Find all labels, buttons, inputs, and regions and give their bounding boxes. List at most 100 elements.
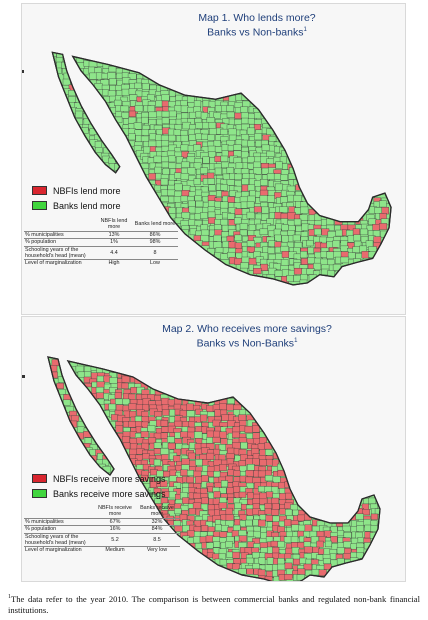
municipality-banks (220, 201, 229, 209)
municipality-banks (143, 146, 151, 154)
table-cell: Low (150, 260, 160, 267)
municipality-nbfi (232, 551, 240, 559)
municipality-banks (200, 167, 208, 174)
municipality-banks (290, 536, 299, 543)
municipality-nbfi (180, 469, 189, 476)
municipality-banks (258, 557, 266, 565)
municipality-banks (285, 509, 293, 516)
municipality-banks (233, 497, 241, 504)
municipality-banks (214, 146, 223, 153)
municipality-banks (296, 574, 305, 581)
municipality-banks (313, 262, 322, 271)
municipality-nbfi (193, 470, 202, 478)
municipality-banks (221, 224, 229, 232)
municipality-banks (281, 224, 289, 231)
municipality-nbfi (142, 453, 150, 460)
municipality-banks (226, 105, 234, 112)
municipality-nbfi (238, 491, 247, 498)
municipality-nbfi (142, 404, 150, 412)
municipality-banks (239, 223, 248, 230)
municipality-nbfi (218, 502, 228, 509)
country-outline (66, 360, 381, 581)
municipality-nbfi (121, 382, 129, 389)
municipality-banks (202, 122, 210, 129)
municipality-banks (314, 213, 322, 221)
municipality-banks (153, 442, 162, 449)
municipality-banks (277, 563, 286, 571)
municipality-nbfi (284, 562, 293, 570)
table-cell: 1% (96, 238, 132, 247)
municipality-banks (246, 211, 255, 219)
map1-title-line2: Banks vs Non-banks (207, 26, 304, 39)
municipality-banks (129, 94, 138, 101)
municipality-nbfi (219, 464, 227, 471)
municipality-banks (194, 543, 203, 549)
map1-title-line1: Map 1. Who lends more? (198, 12, 316, 24)
municipality-banks (379, 200, 387, 208)
municipality-nbfi (259, 498, 268, 505)
municipality-nbfi (301, 258, 309, 265)
municipality-banks (233, 144, 242, 151)
municipality-banks (247, 118, 255, 125)
municipality-banks (279, 206, 288, 213)
municipality-nbfi (361, 508, 370, 516)
municipality-nbfi (259, 492, 268, 500)
municipality-banks (363, 519, 372, 526)
municipality-banks (221, 144, 229, 152)
table-cell: 16% (96, 525, 134, 534)
table-row-label: Level of marginalization (25, 260, 82, 267)
map2-legend-nbfi-label: NBFIs receive more savings (53, 473, 166, 484)
municipality-banks (226, 551, 234, 558)
municipality-banks (355, 513, 364, 520)
map2-title-line1: Map 2. Who receives more savings? (162, 323, 332, 335)
municipality-nbfi (272, 503, 280, 510)
municipality-banks (173, 129, 181, 136)
table-header-cell: Banks lend more (132, 218, 178, 232)
municipality-nbfi (253, 124, 261, 131)
footnote: 1The data refer to the year 2010. The co… (8, 592, 420, 616)
municipality-nbfi (225, 507, 233, 515)
municipality-nbfi (318, 569, 327, 576)
municipality-banks (245, 519, 253, 527)
municipality-banks (188, 134, 197, 141)
municipality-banks (161, 161, 169, 168)
municipality-banks (195, 122, 204, 129)
municipality-banks (160, 178, 169, 186)
municipality-nbfi (252, 458, 260, 466)
table-row: % population 16% 84% (24, 525, 180, 534)
municipality-nbfi (206, 452, 215, 460)
municipality-nbfi (186, 476, 194, 484)
municipality-nbfi (114, 392, 122, 399)
municipality-nbfi (344, 548, 352, 555)
map2-legend-banks-swatch (32, 489, 47, 498)
municipality-nbfi (271, 497, 279, 505)
municipality-banks (293, 218, 302, 226)
municipality-banks (134, 105, 144, 112)
country-outline (47, 356, 115, 476)
municipality-banks (115, 398, 124, 405)
municipality-banks (333, 251, 342, 258)
municipality-banks (292, 234, 301, 242)
municipality-banks (75, 365, 84, 373)
municipality-banks (77, 426, 85, 434)
municipality-banks (108, 65, 117, 73)
municipality-banks (75, 110, 83, 118)
municipality-banks (188, 219, 196, 226)
municipality-nbfi (128, 110, 136, 117)
municipality-banks (206, 542, 214, 549)
map2-legend-banks: Banks receive more savings (32, 487, 166, 500)
municipality-banks (235, 162, 244, 170)
municipality-nbfi (208, 217, 216, 224)
municipality-banks (193, 536, 201, 544)
municipality-nbfi (213, 491, 221, 498)
municipality-banks (161, 117, 170, 124)
municipality-nbfi (219, 403, 227, 411)
municipality-banks (181, 212, 191, 219)
municipality-banks (266, 195, 275, 203)
municipality-banks (226, 111, 235, 118)
municipality-nbfi (304, 524, 313, 532)
municipality-banks (180, 173, 190, 180)
table-row-label: Level of marginalization (25, 547, 82, 554)
municipality-banks (68, 96, 76, 103)
municipality-nbfi (232, 431, 240, 438)
